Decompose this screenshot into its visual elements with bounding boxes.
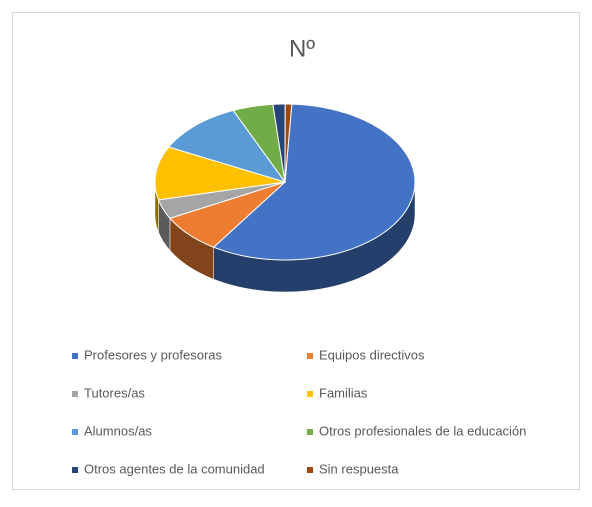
legend-label: Otros profesionales de la educación	[319, 423, 526, 438]
pie-slice	[157, 181, 286, 219]
legend-swatch	[72, 353, 78, 359]
legend-label: Alumnos/as	[84, 423, 152, 438]
pie-slice	[272, 103, 286, 183]
pie-slice	[232, 103, 286, 183]
legend-label: Otros agentes de la comunidad	[84, 461, 265, 476]
pie-slice	[154, 146, 286, 201]
chart-title: Nº	[289, 35, 315, 62]
legend-swatch	[72, 429, 78, 435]
legend-swatch	[307, 353, 313, 359]
legend-label: Sin respuesta	[319, 461, 399, 476]
legend-label: Equipos directivos	[319, 347, 425, 362]
legend-label: Profesores y profesoras	[84, 347, 223, 362]
legend-swatch	[72, 391, 78, 397]
pie-slice	[284, 103, 293, 183]
legend-label: Tutores/as	[84, 385, 145, 400]
legend-swatch	[307, 467, 313, 473]
legend-swatch	[307, 391, 313, 397]
legend-swatch	[307, 429, 313, 435]
legend-swatch	[72, 467, 78, 473]
legend-label: Familias	[319, 385, 368, 400]
pie-slice	[167, 109, 287, 183]
pie-slice	[212, 103, 416, 261]
pie-slice	[169, 181, 286, 248]
